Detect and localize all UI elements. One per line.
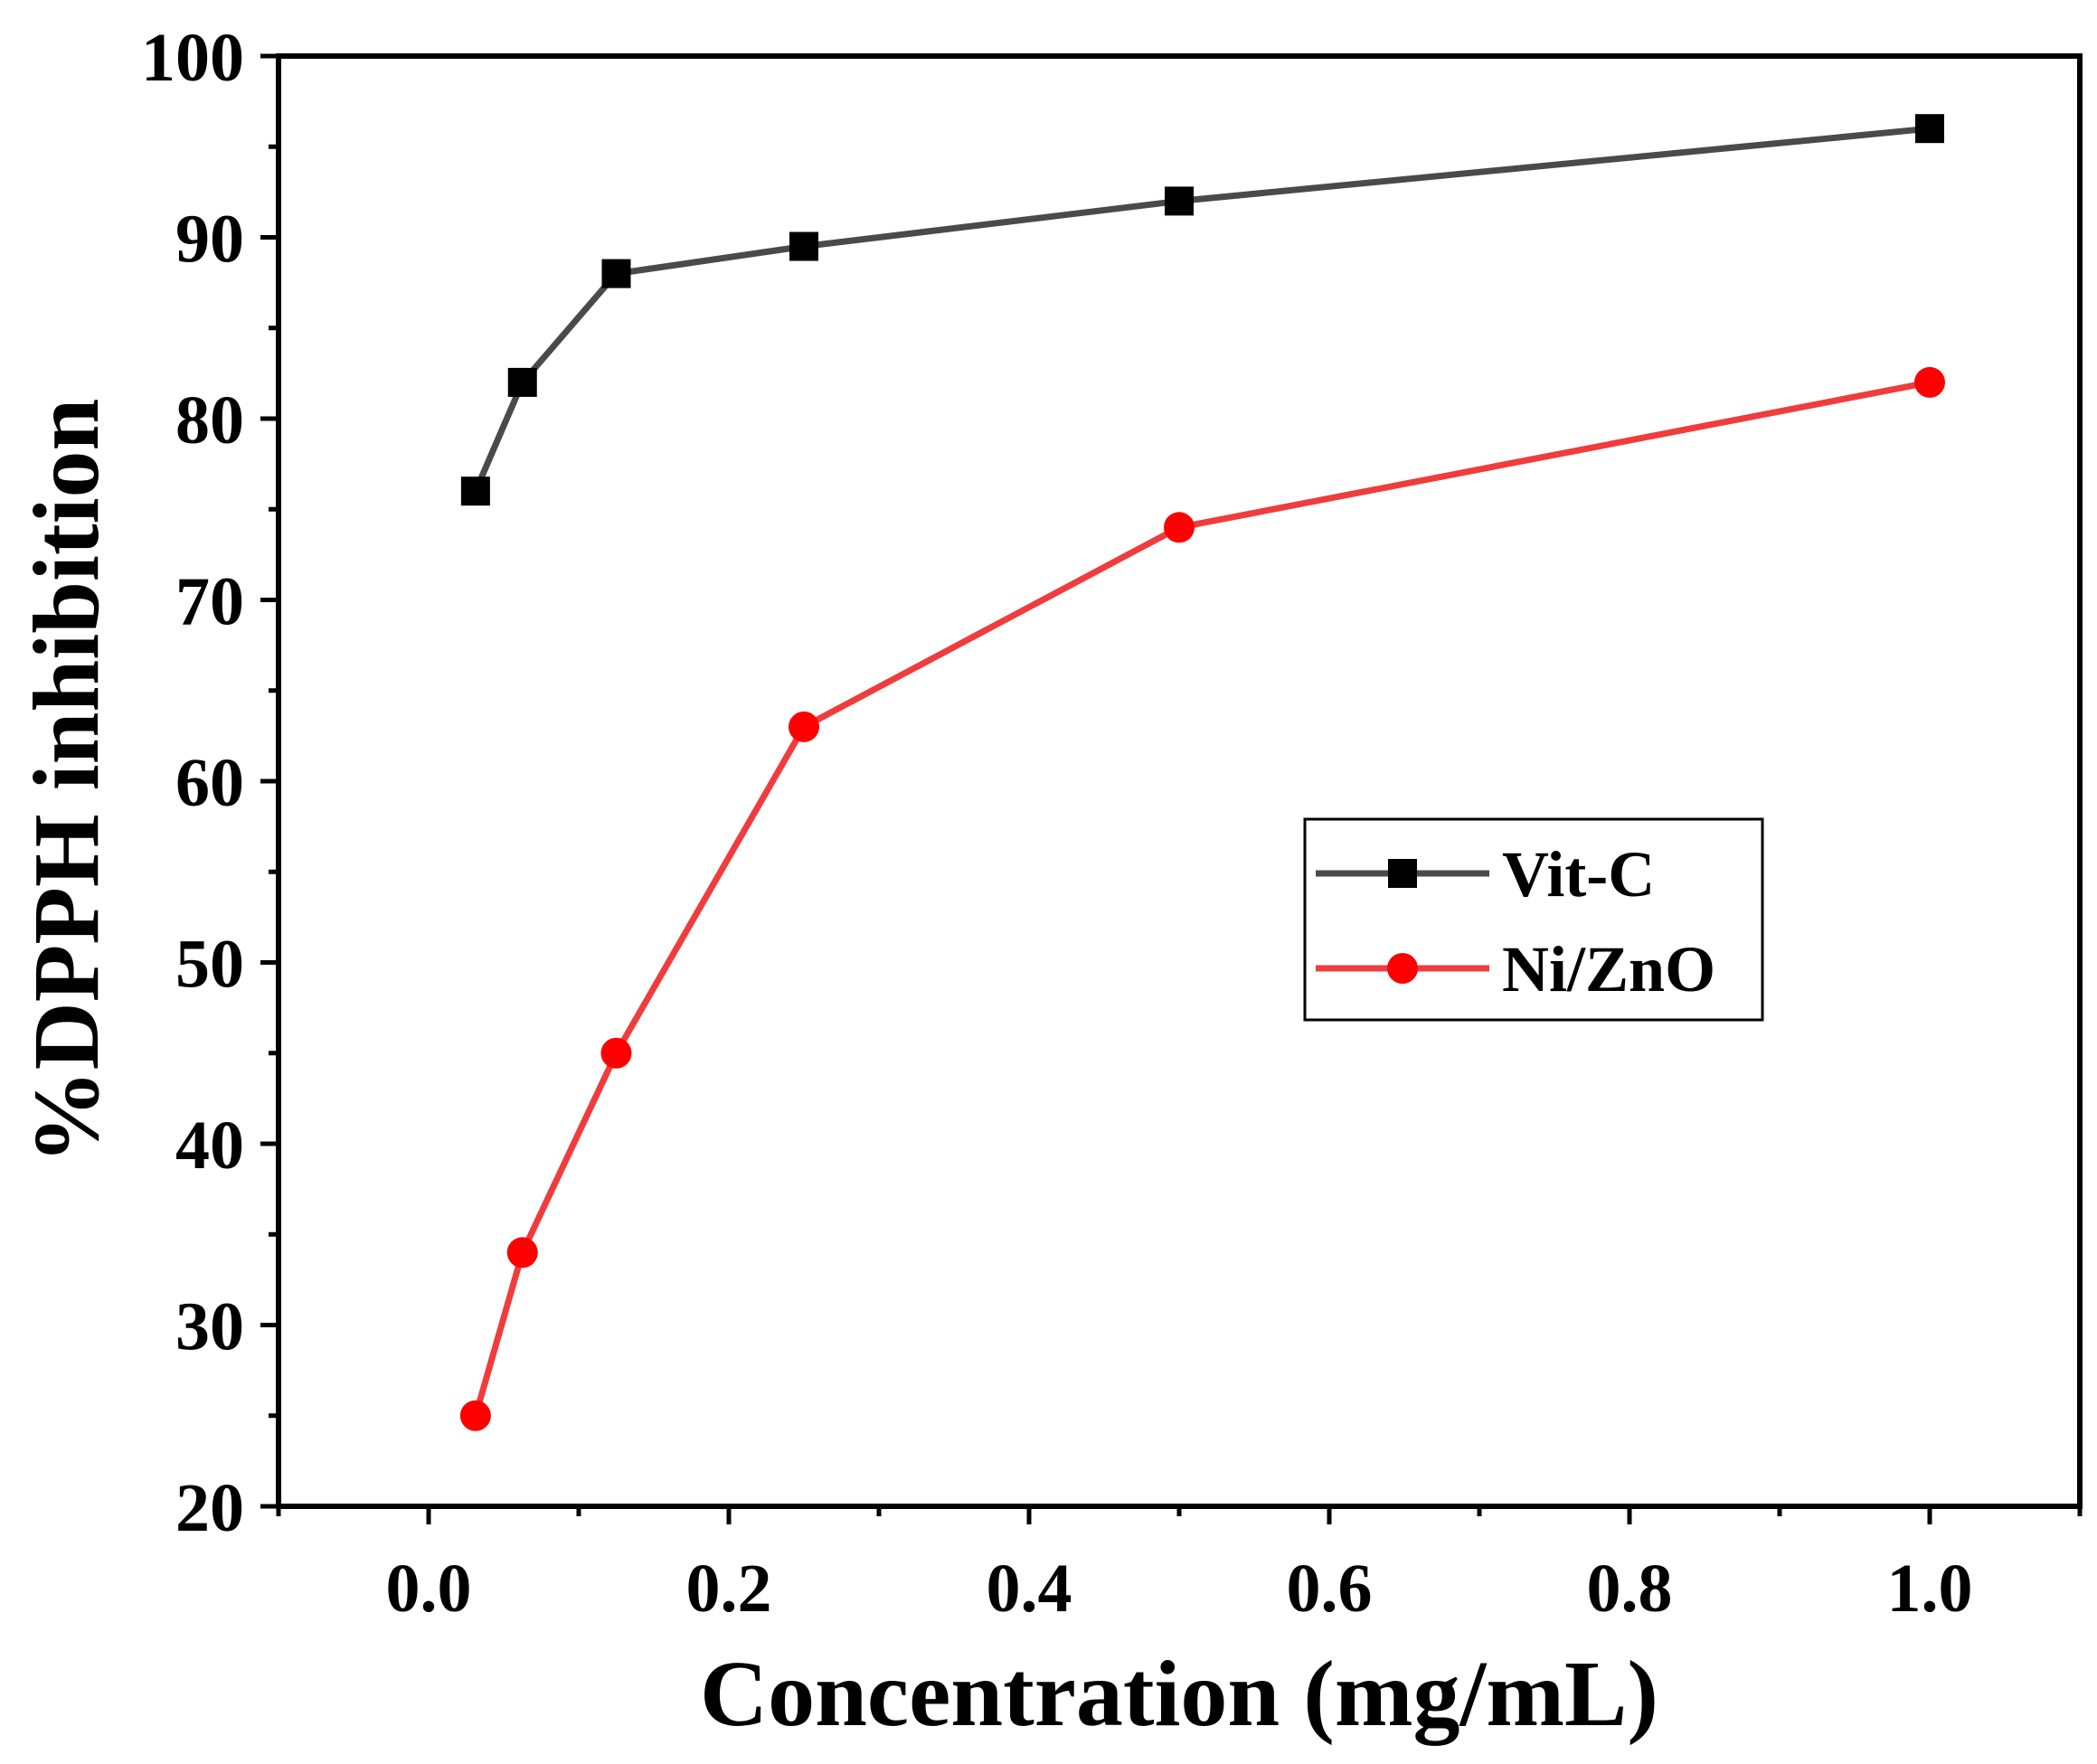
legend-label-ni-zno: Ni/ZnO bbox=[1502, 933, 1715, 1005]
x-axis-title: Concentration (mg/mL) bbox=[700, 1642, 1658, 1746]
y-tick-label: 90 bbox=[175, 202, 244, 278]
data-point-ni-zno bbox=[506, 1237, 538, 1269]
data-point-ni-zno bbox=[789, 711, 819, 742]
series-line-ni-zno bbox=[472, 379, 1931, 1417]
x-tick-label: 0.0 bbox=[386, 1551, 472, 1627]
y-tick-label: 60 bbox=[175, 745, 244, 821]
plot-border bbox=[276, 53, 2083, 1509]
legend-label-vit-c: Vit-C bbox=[1502, 838, 1655, 910]
y-tick-label: 50 bbox=[175, 927, 244, 1003]
legend-box bbox=[1303, 817, 1764, 1022]
data-point-ni-zno bbox=[459, 1400, 491, 1431]
y-tick-label: 100 bbox=[141, 20, 244, 96]
data-point-vit-c bbox=[789, 231, 818, 261]
data-point-vit-c bbox=[460, 476, 490, 506]
series-line-vit-c bbox=[472, 125, 1931, 493]
y-tick-label: 30 bbox=[175, 1289, 244, 1365]
data-point-ni-zno bbox=[1164, 512, 1195, 543]
x-tick-label: 0.4 bbox=[987, 1551, 1072, 1627]
legend-marker-vit-c bbox=[1388, 859, 1417, 888]
legend-marker-ni-zno bbox=[1387, 953, 1418, 984]
y-tick-label: 20 bbox=[175, 1470, 244, 1546]
plot-frame bbox=[276, 53, 2083, 1509]
y-tick-label: 80 bbox=[175, 382, 244, 458]
x-tick-label: 0.2 bbox=[686, 1551, 772, 1627]
data-point-vit-c bbox=[1165, 186, 1194, 216]
y-axis-title: %DPPH inhibition bbox=[14, 399, 118, 1165]
data-point-vit-c bbox=[1915, 114, 1944, 144]
y-tick-label: 70 bbox=[175, 564, 244, 640]
data-point-ni-zno bbox=[1914, 366, 1945, 398]
legend: Vit-C Ni/ZnO bbox=[1303, 817, 1764, 1022]
y-axis-ticks: 20 30 40 50 60 70 80 90 100 bbox=[141, 20, 279, 1546]
x-tick-label: 0.8 bbox=[1587, 1551, 1673, 1627]
data-point-vit-c bbox=[601, 259, 631, 288]
x-tick-label: 0.6 bbox=[1287, 1551, 1373, 1627]
x-axis-ticks: 0.0 0.2 0.4 0.6 0.8 1.0 bbox=[276, 1506, 2083, 1627]
data-point-ni-zno bbox=[600, 1037, 632, 1069]
data-point-vit-c bbox=[507, 367, 537, 397]
x-tick-label: 1.0 bbox=[1887, 1551, 1973, 1627]
y-tick-label: 40 bbox=[175, 1108, 244, 1184]
series-layer bbox=[459, 114, 1945, 1431]
